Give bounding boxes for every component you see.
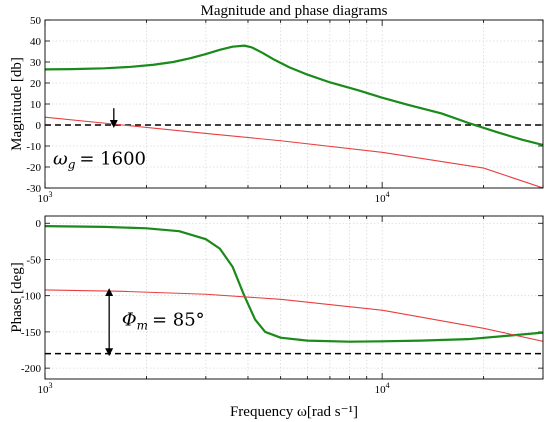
panel-1-series-controller [45,116,543,188]
panel-2-ytick-label: -100 [21,291,42,303]
panel-1-ylabel: Magnitude [db] [9,57,25,151]
panel-2-ytick-label: -150 [21,327,42,339]
panel-2-xtick-label: 104 [375,381,390,396]
panel-1-annotation-label: ωg = 1600 [53,149,146,172]
panel-2-annotation-label: Φm = 85° [122,310,205,333]
panel-2-ytick-label: 0 [36,218,42,230]
panel-2-xlabel: Frequency ω[rad s⁻¹] [230,404,358,420]
panel-2-plot-area [45,216,543,379]
panel-1-ytick-label: 10 [30,99,42,111]
panel-1-xtick-label: 104 [375,190,390,205]
panel-1-frame [44,19,544,189]
panel-1-ytick-label: -10 [26,141,41,153]
panel-1-ytick-label: -30 [26,183,41,195]
panel-1-title: Magnitude and phase diagrams [200,3,387,19]
panel-1-series-open-loop [45,44,543,147]
panel-2-frame [44,215,544,380]
panel-2-ytick-label: -200 [21,363,42,375]
panel-1-ytick-label: 20 [30,78,42,90]
panel-1-ytick-label: 50 [30,15,42,27]
panel-1-ytick-label: 40 [30,36,42,48]
panel-2-series-open-loop [45,225,543,343]
panel-1-ytick-label: 30 [30,57,42,69]
panel-2-xtick-label: 103 [38,381,53,396]
panel-2-ylabel: Phase [deg] [9,262,25,332]
panel-2-series-controller [45,289,543,342]
panel-2-ytick-label: -50 [26,254,41,266]
panel-1-ytick-label: -20 [26,162,41,174]
panel-1-ytick-label: 0 [36,120,42,132]
panel-1-xtick-label: 103 [38,190,53,205]
